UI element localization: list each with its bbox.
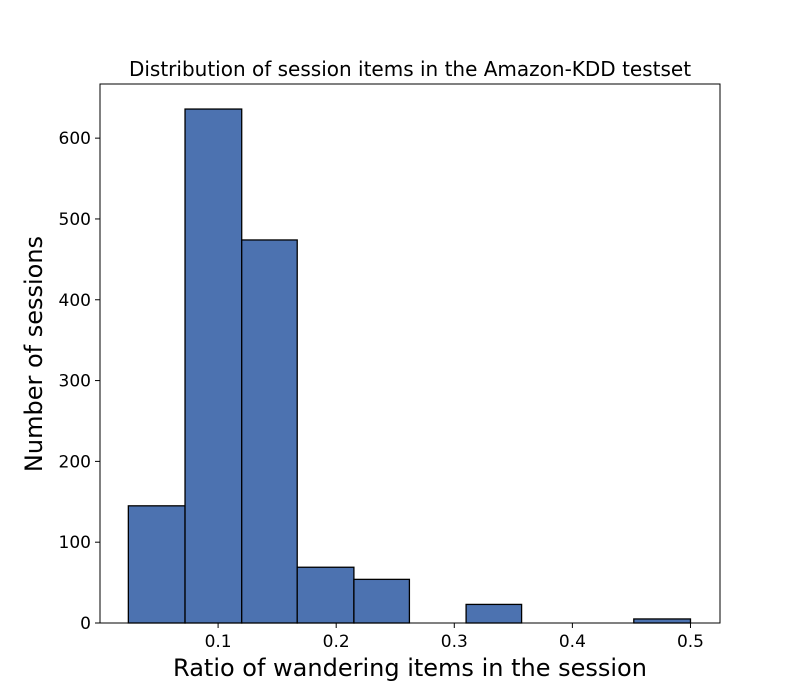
x-axis-label: Ratio of wandering items in the session [173,654,647,682]
histogram-bar [465,603,523,624]
y-tick-label: 200 [59,452,91,472]
histogram-bar [241,239,298,624]
histogram-bar [296,566,355,624]
x-tick-label: 0.3 [441,632,468,652]
y-tick-label: 300 [59,372,91,392]
histogram-bar [353,578,411,624]
x-tick-label: 0.4 [559,632,586,652]
x-axis-ticks: 0.1 0.2 0.3 0.4 0.5 [205,623,704,652]
y-tick-label: 400 [59,291,91,311]
histogram-bar [127,505,186,624]
y-tick-label: 100 [59,533,91,553]
histogram-bar [184,108,243,624]
y-axis-ticks: 0 100 200 300 400 500 600 [59,129,100,634]
y-tick-label: 500 [59,210,91,230]
y-axis-label: Number of sessions [20,236,48,472]
y-tick-label: 0 [80,614,91,634]
histogram-bar [633,618,692,624]
x-tick-label: 0.2 [323,632,350,652]
x-tick-label: 0.5 [677,632,704,652]
bars-layer [127,108,692,624]
chart-title: Distribution of session items in the Ama… [129,57,691,81]
y-tick-label: 600 [59,129,91,149]
x-tick-label: 0.1 [205,632,232,652]
plot-frame [99,83,721,624]
